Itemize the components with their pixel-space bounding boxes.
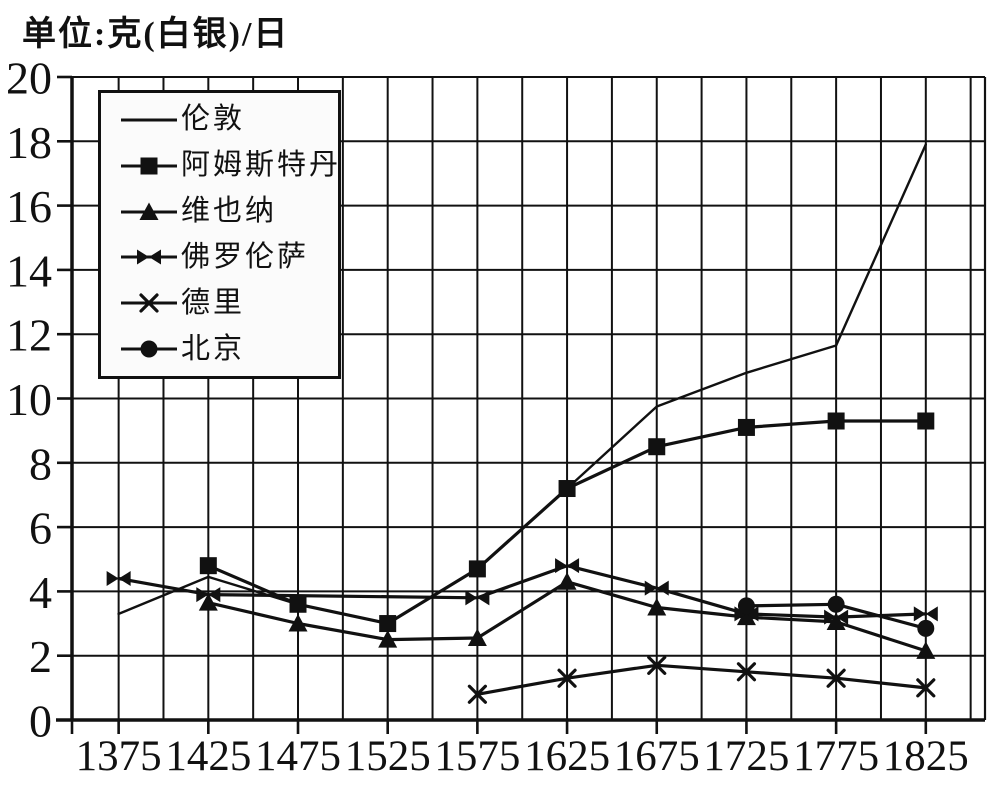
marker-triangle-vienna bbox=[557, 572, 577, 590]
chart-unit-title: 单位:克(白银)/日 bbox=[22, 16, 290, 53]
marker-triangle-vienna bbox=[467, 628, 487, 647]
legend-item-beijing: 北京 bbox=[119, 326, 338, 372]
legend-swatch-cross-icon bbox=[121, 293, 177, 313]
legend-item-amsterdam: 阿姆斯特丹 bbox=[119, 143, 338, 189]
legend-swatch-circle-icon bbox=[121, 340, 177, 358]
marker-square-amsterdam bbox=[199, 557, 217, 575]
marker-square-amsterdam bbox=[917, 412, 935, 430]
x-tick-label: 1525 bbox=[345, 733, 431, 780]
marker-triangle-vienna bbox=[378, 630, 398, 648]
marker-square-amsterdam bbox=[379, 615, 397, 633]
series-line-florence bbox=[116, 564, 928, 619]
x-tick-label: 1375 bbox=[76, 733, 162, 780]
marker-triangle-vienna bbox=[647, 597, 667, 616]
marker-square-amsterdam bbox=[648, 438, 666, 456]
marker-circle-beijing bbox=[917, 619, 935, 637]
legend-item-delhi: 德里 bbox=[119, 280, 338, 326]
y-tick-label: 0 bbox=[29, 696, 52, 747]
legend-label-florence: 佛罗伦萨 bbox=[181, 240, 310, 273]
y-tick-label: 10 bbox=[6, 374, 52, 425]
legend-swatch-bowtie-icon bbox=[121, 249, 177, 265]
marker-bowtie-florence bbox=[465, 590, 490, 606]
marker-bowtie-florence bbox=[555, 558, 580, 574]
chart-legend: 伦敦阿姆斯特丹维也纳佛罗伦萨德里北京 bbox=[98, 90, 341, 379]
marker-triangle-vienna bbox=[826, 612, 846, 630]
marker-cross-delhi bbox=[467, 684, 487, 704]
marker-triangle-vienna bbox=[198, 593, 218, 611]
marker-circle-beijing bbox=[737, 597, 755, 615]
x-tick-label: 1775 bbox=[793, 733, 879, 780]
marker-cross-delhi bbox=[557, 668, 577, 688]
legend-label-delhi: 德里 bbox=[181, 286, 246, 319]
marker-bowtie-florence bbox=[824, 609, 849, 625]
y-tick-label: 14 bbox=[6, 245, 52, 296]
marker-cross-delhi bbox=[826, 668, 846, 688]
marker-bowtie-florence bbox=[644, 580, 669, 596]
series-line-delhi bbox=[475, 663, 928, 696]
marker-square-amsterdam bbox=[737, 418, 755, 436]
marker-bowtie-florence bbox=[913, 606, 938, 622]
marker-square-amsterdam bbox=[289, 595, 307, 613]
y-tick-label: 6 bbox=[29, 503, 52, 554]
marker-triangle-vienna bbox=[736, 607, 756, 626]
y-tick-label: 16 bbox=[6, 181, 52, 232]
legend-label-beijing: 北京 bbox=[181, 332, 246, 365]
x-tick-label: 1575 bbox=[434, 733, 520, 780]
marker-cross-delhi bbox=[736, 662, 757, 682]
marker-triangle-vienna bbox=[288, 614, 308, 632]
marker-cross-delhi bbox=[647, 655, 667, 675]
legend-label-london: 伦敦 bbox=[181, 103, 246, 136]
legend-item-vienna: 维也纳 bbox=[119, 189, 338, 235]
marker-bowtie-florence bbox=[196, 587, 221, 603]
legend-swatch-square-icon bbox=[121, 157, 177, 175]
x-tick-label: 1825 bbox=[883, 733, 969, 780]
marker-cross-delhi bbox=[916, 678, 936, 698]
marker-bowtie-florence bbox=[106, 571, 131, 587]
legend-item-london: 伦敦 bbox=[119, 97, 338, 143]
x-tick-label: 1625 bbox=[524, 733, 610, 780]
y-tick-label: 8 bbox=[29, 438, 52, 489]
y-tick-label: 18 bbox=[6, 117, 52, 168]
legend-label-vienna: 维也纳 bbox=[181, 195, 278, 228]
x-tick-label: 1425 bbox=[165, 733, 251, 780]
marker-square-amsterdam bbox=[558, 480, 576, 498]
marker-square-amsterdam bbox=[827, 412, 845, 430]
x-tick-label: 1725 bbox=[703, 733, 789, 780]
y-tick-label: 2 bbox=[29, 631, 52, 682]
marker-triangle-vienna bbox=[916, 641, 936, 659]
y-tick-label: 4 bbox=[29, 567, 52, 618]
y-tick-label: 20 bbox=[6, 53, 52, 104]
legend-item-florence: 佛罗伦萨 bbox=[119, 235, 338, 281]
marker-circle-beijing bbox=[827, 595, 845, 613]
x-tick-label: 1475 bbox=[255, 733, 341, 780]
marker-square-amsterdam bbox=[468, 560, 486, 578]
legend-swatch-triangle-icon bbox=[121, 202, 177, 220]
y-tick-label: 12 bbox=[6, 310, 52, 361]
legend-swatch-none-icon bbox=[121, 118, 177, 122]
x-tick-label: 1675 bbox=[614, 733, 700, 780]
legend-label-amsterdam: 阿姆斯特丹 bbox=[181, 149, 342, 182]
